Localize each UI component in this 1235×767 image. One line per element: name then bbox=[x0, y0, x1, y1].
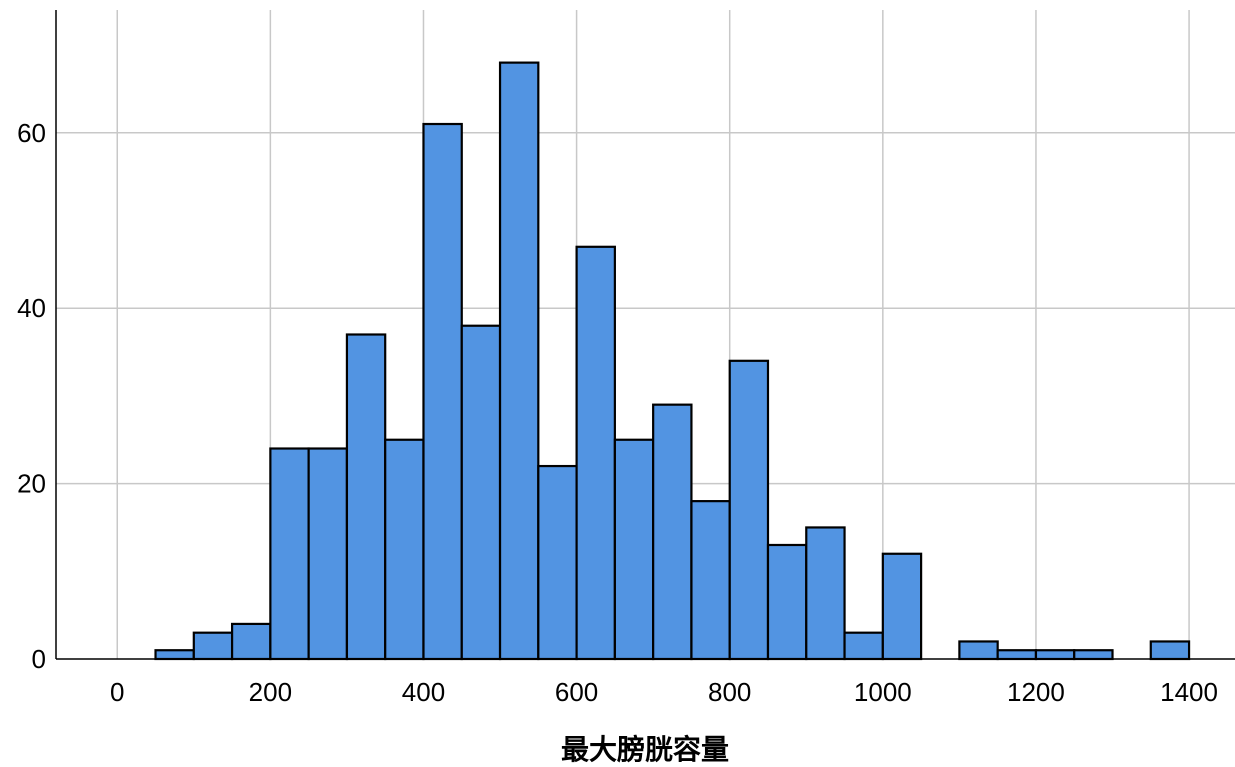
y-tick-label: 20 bbox=[17, 469, 46, 499]
histogram-bar bbox=[1073, 649, 1114, 661]
x-tick-label: 0 bbox=[110, 677, 124, 707]
histogram-bar bbox=[958, 640, 999, 661]
histogram-bar bbox=[460, 324, 502, 661]
bars bbox=[154, 61, 1191, 661]
y-tick-label: 60 bbox=[17, 118, 46, 148]
y-tick-label: 0 bbox=[32, 644, 46, 674]
axes bbox=[55, 10, 1235, 660]
x-tick-label: 800 bbox=[708, 677, 751, 707]
histogram-bar bbox=[690, 500, 731, 661]
histogram-bar bbox=[192, 631, 234, 661]
histogram-bar bbox=[269, 447, 310, 661]
x-tick-label: 200 bbox=[249, 677, 292, 707]
x-tick-label: 1200 bbox=[1007, 677, 1065, 707]
histogram-bar bbox=[230, 622, 272, 661]
histogram-bar bbox=[1034, 649, 1076, 661]
histogram-bar bbox=[307, 447, 349, 661]
x-tick-label: 400 bbox=[402, 677, 445, 707]
x-tick-label: 600 bbox=[555, 677, 598, 707]
histogram-bar bbox=[652, 403, 693, 661]
x-tick-labels: 0 200 400 600 800 1000 1200 1400 bbox=[110, 677, 1218, 707]
histogram-bar bbox=[384, 438, 425, 661]
histogram-bar bbox=[1149, 640, 1191, 661]
histogram-bar bbox=[575, 245, 616, 661]
histogram-bar bbox=[613, 438, 655, 661]
histogram-bar bbox=[345, 333, 387, 661]
x-tick-label: 1000 bbox=[854, 677, 912, 707]
histogram-bar bbox=[805, 526, 846, 661]
histogram-bar bbox=[154, 649, 195, 661]
y-tick-label: 40 bbox=[17, 293, 46, 323]
histogram-bar bbox=[996, 649, 1038, 661]
histogram-bar bbox=[728, 359, 770, 661]
histogram-bar bbox=[498, 61, 540, 661]
histogram-bar bbox=[422, 122, 463, 661]
x-axis-label: 最大膀胱容量 bbox=[561, 733, 729, 766]
histogram-bar bbox=[766, 543, 808, 661]
histogram-bar bbox=[881, 552, 923, 661]
x-tick-label: 1400 bbox=[1160, 677, 1218, 707]
histogram-bar bbox=[843, 631, 884, 661]
y-tick-labels: 0 20 40 60 bbox=[17, 118, 46, 674]
histogram-bar bbox=[537, 464, 578, 661]
